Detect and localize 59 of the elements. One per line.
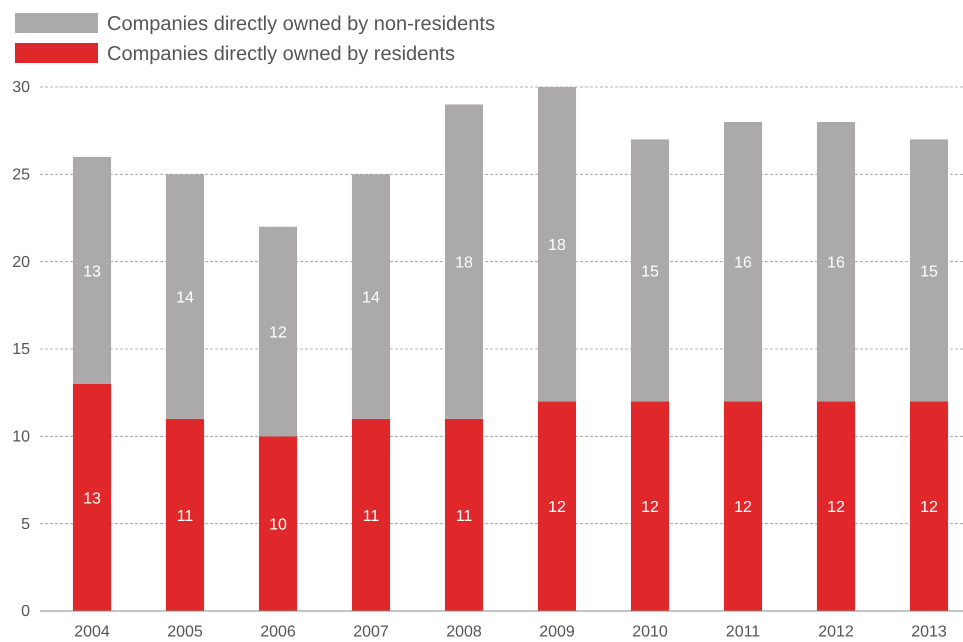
data-label: 12 [734,499,752,516]
data-label: 12 [827,499,845,516]
bar [72,156,112,384]
data-label: 18 [455,254,473,272]
bar [816,122,856,402]
x-tick-label: 2008 [446,623,482,640]
data-label: 16 [827,254,845,272]
y-tick-label: 0 [21,603,30,620]
x-tick-label: 2005 [167,623,203,640]
bar [910,139,948,402]
data-label: 14 [176,290,194,307]
data-label: 11 [456,508,472,525]
data-label: 12 [641,499,659,516]
data-label: 15 [641,263,659,280]
data-label: 12 [548,499,566,516]
x-tick-label: 2004 [74,623,110,640]
bar [538,401,576,611]
data-label: 11 [362,508,380,525]
bar [72,384,112,611]
bar [630,401,670,611]
x-tick-label: 2006 [260,623,296,640]
data-label: 14 [362,290,380,307]
data-label: 16 [734,254,752,272]
legend-label: Companies directly owned by residents [107,43,455,65]
bar [630,139,670,402]
x-tick-label: 2010 [632,623,668,640]
x-tick-label: 2012 [818,623,854,640]
y-tick-label: 10 [12,428,30,446]
data-label: 18 [548,237,566,254]
legend-label: Companies directly owned by non-residents [107,13,495,35]
y-tick-label: 25 [12,166,30,184]
data-label: 13 [83,263,101,280]
x-tick-label: 2007 [353,623,389,640]
bar [816,401,856,611]
bar [724,122,762,402]
data-label: 13 [83,490,101,508]
bar [166,418,204,611]
bar [352,418,390,611]
y-tick-label: 20 [12,254,30,271]
bar [258,436,298,611]
bar [352,174,390,419]
bar [538,87,576,402]
y-tick-label: 5 [21,516,30,533]
data-label: 10 [269,516,287,534]
bar [444,418,484,611]
data-label: 12 [920,499,938,516]
y-tick-label: 30 [12,79,30,96]
y-tick-label: 15 [12,341,30,358]
bar [444,104,484,419]
x-tick-label: 2013 [911,623,947,640]
bar [910,401,948,611]
data-label: 15 [920,263,938,280]
data-label: 11 [176,508,194,525]
x-tick-label: 2009 [539,623,575,640]
x-tick-label: 2011 [726,623,760,640]
bar [166,174,204,419]
data-label: 12 [269,324,287,342]
bar [258,226,298,436]
bar [724,401,762,611]
